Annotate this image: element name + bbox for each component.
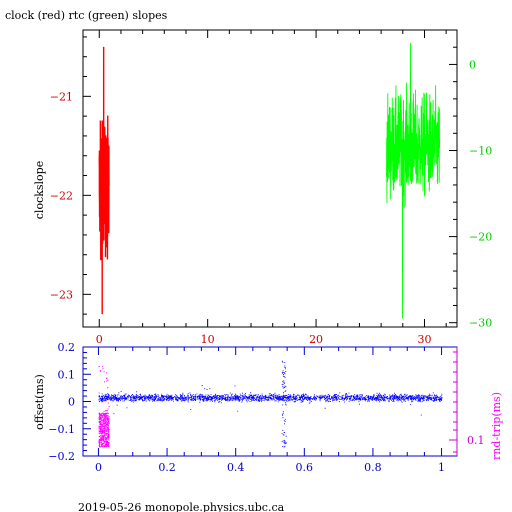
top-x-tick-label: 10 [201, 333, 215, 346]
bottom-y-tick-label: −0.2 [48, 450, 75, 463]
bottom-right-y-axis: 0.1 [449, 347, 485, 456]
footer-text: 2019-05-26 monopole.physics.ubc.ca [78, 501, 285, 512]
series-rnd-trip-points [98, 366, 110, 448]
top-x-tick-label: 20 [309, 333, 323, 346]
top-y-right-tick-label: −30 [469, 317, 492, 330]
series-rtc-line [386, 42, 441, 319]
top-plot-frame [82, 29, 458, 328]
bottom-y-tick-label: 0.1 [58, 368, 76, 381]
top-y-axis-label: clockslope [33, 161, 46, 219]
bottom-series-group [98, 360, 443, 448]
bottom-plot-frame [82, 346, 458, 457]
bottom-x-tick-label: 0.2 [158, 461, 176, 474]
bottom-y-tick-label: −0.1 [48, 423, 75, 436]
bottom-x-tick-label: 1 [438, 461, 445, 474]
top-y-tick-label: −21 [50, 90, 73, 103]
top-y-right-tick-label: −20 [469, 231, 492, 244]
top-right-y-axis: 0 −10 −20 −30 [449, 46, 492, 330]
top-chart: 0 10 20 30 −21 −22 −23 0 −10 −20 −30 clockslope [33, 29, 492, 346]
top-x-tick-label: 30 [417, 333, 431, 346]
bottom-y-tick-label: 0.2 [58, 341, 76, 354]
top-y-tick-label: −23 [50, 288, 73, 301]
bottom-y-tick-label: 0 [68, 396, 75, 409]
bottom-x-tick-label: 0.6 [296, 461, 314, 474]
bottom-left-y-axis: 0.2 0.1 0 −0.1 −0.2 [48, 341, 91, 463]
top-series-group [98, 42, 441, 319]
top-chart-title: clock (red) rtc (green) slopes [5, 9, 168, 22]
top-left-y-axis: −21 −22 −23 [50, 36, 91, 315]
bottom-right-y-axis-label: rnd-trip(ms) [490, 392, 503, 460]
bottom-chart: 0 0.2 0.4 0.6 0.8 1 0.2 0.1 0 −0.1 −0.2 0.1 offse… [33, 341, 503, 474]
bottom-x-tick-label: 0.4 [227, 461, 245, 474]
bottom-y-axis-label: offset(ms) [33, 374, 46, 430]
bottom-x-tick-label: 0.8 [364, 461, 382, 474]
top-y-right-tick-label: 0 [469, 58, 476, 71]
bottom-x-axis: 0 0.2 0.4 0.6 0.8 1 [95, 347, 445, 474]
top-x-axis: 0 10 20 30 [96, 30, 447, 346]
top-x-tick-label: 0 [96, 333, 103, 346]
top-y-tick-label: −22 [50, 189, 73, 202]
series-clock-line [98, 46, 110, 315]
bottom-x-tick-label: 0 [95, 461, 102, 474]
series-offset-points [98, 360, 443, 448]
top-y-right-tick-label: −10 [469, 145, 492, 158]
bottom-y-right-tick-label: 0.1 [467, 434, 485, 447]
